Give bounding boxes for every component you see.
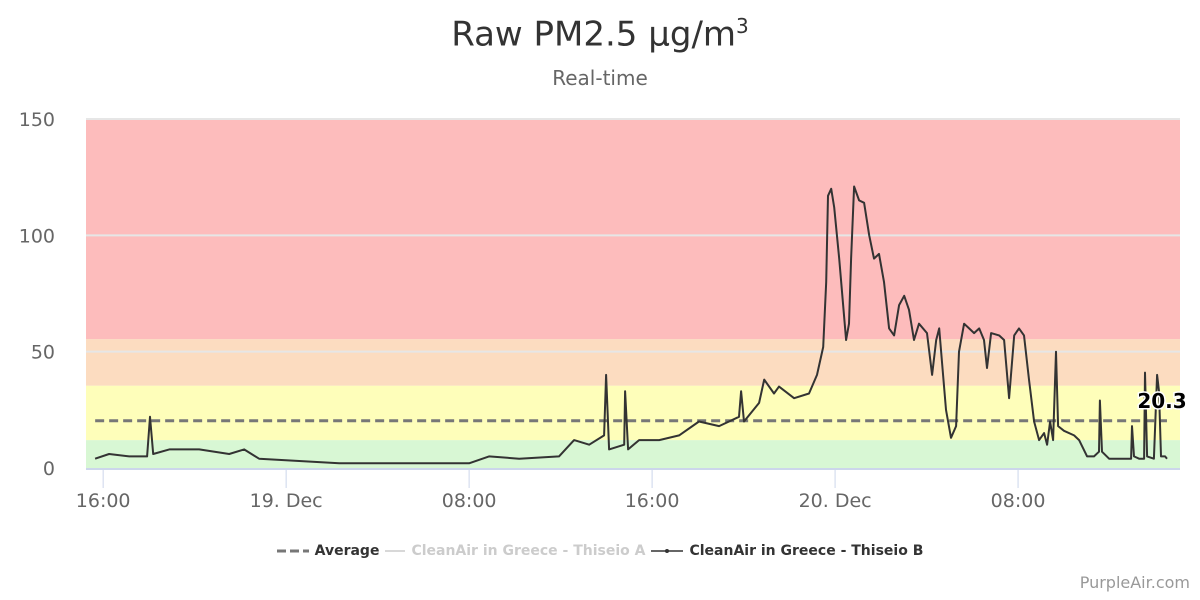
x-tick-label: 16:00 bbox=[76, 490, 131, 512]
series-line-1 bbox=[94, 185, 1168, 465]
aqi-band-3 bbox=[86, 119, 1180, 340]
legend: Average CleanAir in Greece - Thiseio A C… bbox=[0, 543, 1200, 559]
aqi-band-2 bbox=[86, 339, 1180, 386]
x-tick-label: 20. Dec bbox=[799, 490, 872, 512]
y-tick-label: 100 bbox=[19, 225, 55, 247]
x-tick-label: 19. Dec bbox=[250, 490, 323, 512]
average-value-label: 20.3 bbox=[1137, 389, 1186, 413]
aqi-band-1 bbox=[86, 385, 1180, 441]
legend-label: Average bbox=[314, 543, 380, 559]
chart-title: Raw PM2.5 µg/m3 bbox=[0, 14, 1200, 54]
legend-label: CleanAir in Greece - Thiseio B bbox=[689, 543, 924, 559]
y-tick-label: 50 bbox=[31, 342, 55, 364]
y-tick-label: 150 bbox=[19, 109, 55, 131]
legend-item-average[interactable]: Average bbox=[276, 543, 380, 559]
chart-subtitle: Real-time bbox=[552, 66, 648, 90]
x-tick-label: 08:00 bbox=[442, 490, 497, 512]
line-marker-icon bbox=[651, 549, 684, 553]
credits-link[interactable]: PurpleAir.com bbox=[1079, 573, 1190, 592]
dashed-line-icon bbox=[276, 549, 309, 553]
chart-title-text: Raw PM2.5 µg/m bbox=[451, 14, 737, 55]
legend-item-thiseio-b[interactable]: CleanAir in Greece - Thiseio B bbox=[651, 543, 923, 559]
chart-title-superscript: 3 bbox=[736, 14, 749, 38]
legend-label: CleanAir in Greece - Thiseio A bbox=[411, 543, 646, 559]
x-tick-label: 08:00 bbox=[991, 490, 1046, 512]
x-tick-label: 16:00 bbox=[625, 490, 680, 512]
line-icon bbox=[385, 550, 406, 552]
legend-item-thiseio-a[interactable]: CleanAir in Greece - Thiseio A bbox=[385, 543, 645, 559]
y-tick-label: 0 bbox=[43, 458, 55, 480]
